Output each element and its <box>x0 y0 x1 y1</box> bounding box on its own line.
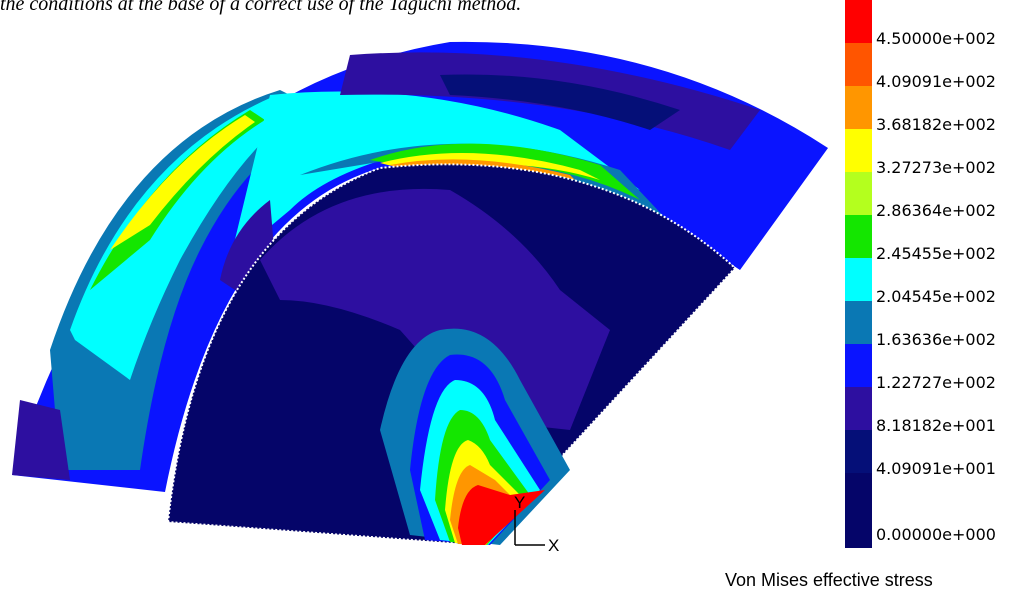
legend-label: 0.00000e+000 <box>876 525 996 544</box>
legend-band <box>845 172 872 215</box>
legend-label: 4.09091e+001 <box>876 459 996 478</box>
legend: 4.50000e+002 4.09091e+002 3.68182e+002 3.27… <box>845 0 996 548</box>
axis-label-x: X <box>548 536 559 555</box>
legend-band <box>845 86 872 129</box>
page: {"caption": "the conditions at the base … <box>0 0 1027 594</box>
legend-label: 4.09091e+002 <box>876 72 996 91</box>
legend-band <box>845 43 872 86</box>
legend-label: 2.45455e+002 <box>876 244 996 263</box>
figure: the conditions at the base of a correct … <box>0 0 1027 594</box>
legend-label: 8.18182e+001 <box>876 416 996 435</box>
caption: the conditions at the base of a correct … <box>0 0 521 15</box>
legend-band <box>845 301 872 344</box>
legend-band <box>845 387 872 430</box>
legend-label: 2.04545e+002 <box>876 287 996 306</box>
legend-band <box>845 473 872 548</box>
legend-label: 1.63636e+002 <box>876 330 996 349</box>
legend-label: 4.50000e+002 <box>876 29 996 48</box>
legend-band <box>845 344 872 387</box>
legend-label: 3.68182e+002 <box>876 115 996 134</box>
legend-label: 2.86364e+002 <box>876 201 996 220</box>
legend-band <box>845 430 872 473</box>
legend-band <box>845 215 872 258</box>
axis-label-y: Y <box>514 493 525 512</box>
legend-band <box>845 129 872 172</box>
legend-band <box>845 0 872 43</box>
legend-band <box>845 258 872 301</box>
legend-label: 3.27273e+002 <box>876 158 996 177</box>
legend-label: 1.22727e+002 <box>876 373 996 392</box>
legend-title: Von Mises effective stress <box>725 570 933 590</box>
